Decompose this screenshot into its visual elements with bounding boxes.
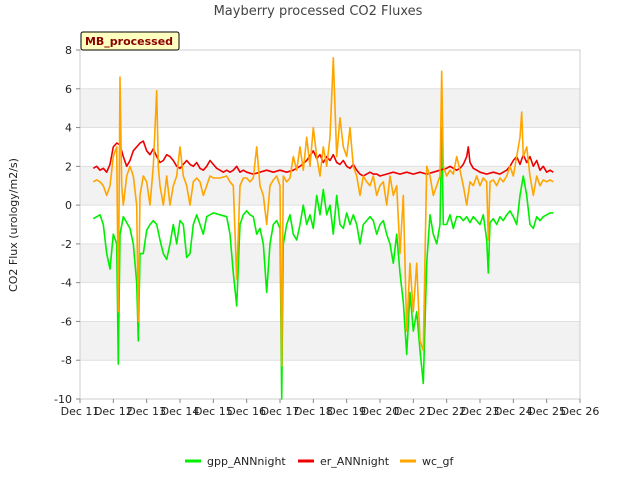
mb-processed-badge: MB_processed (80, 31, 180, 51)
legend-label: wc_gf (422, 455, 455, 468)
badge-label: MB_processed (85, 35, 173, 48)
x-tick-label: Dec 18 (294, 405, 333, 418)
y-tick-label: -8 (61, 354, 72, 367)
x-tick-label: Dec 15 (194, 405, 233, 418)
grid-band (80, 243, 580, 283)
series-line-er_ANNnight (92, 140, 554, 177)
legend: gpp_ANNnight er_ANNnight wc_gf (185, 455, 455, 468)
x-tick-label: Dec 19 (327, 405, 366, 418)
y-tick-label: -10 (54, 393, 72, 406)
series-line-gpp_ANNnight (92, 126, 554, 400)
x-tick-label: Dec 14 (161, 405, 200, 418)
x-tick-label: Dec 16 (227, 405, 266, 418)
y-tick-label: 4 (65, 122, 72, 135)
plot-area-border (79, 49, 581, 400)
y-tick-label: -2 (61, 238, 72, 251)
y-tick-label: 0 (65, 199, 72, 212)
y-axis: 8 6 4 2 0 -2 -4 -6 -8 -10 (54, 44, 80, 406)
grid-band (80, 166, 580, 206)
x-tick-label: Dec 26 (561, 405, 600, 418)
series-line-wc_gf (92, 57, 554, 367)
y-tick-label: -6 (61, 315, 72, 328)
y-tick-label: 8 (65, 44, 72, 57)
y-axis-label: CO2 Flux (urology/m2/s) (7, 158, 20, 292)
y-tick-label: 6 (65, 83, 72, 96)
x-tick-label: Dec 21 (394, 405, 433, 418)
grid-band (80, 321, 580, 361)
x-tick-label: Dec 23 (461, 405, 500, 418)
x-tick-label: Dec 13 (127, 405, 166, 418)
x-tick-label: Dec 12 (94, 405, 133, 418)
legend-label: gpp_ANNnight (207, 455, 286, 468)
x-tick-label: Dec 11 (61, 405, 100, 418)
legend-label: er_ANNnight (320, 455, 390, 468)
plot-bands (80, 49, 580, 400)
chart-title: Mayberry processed CO2 Fluxes (214, 4, 423, 19)
y-tick-label: -4 (61, 277, 72, 290)
x-tick-label: Dec 22 (427, 405, 466, 418)
x-tick-label: Dec 20 (361, 405, 400, 418)
x-tick-label: Dec 17 (261, 405, 300, 418)
x-tick-label: Dec 24 (494, 405, 533, 418)
x-tick-label: Dec 25 (527, 405, 566, 418)
series-lines (92, 57, 554, 400)
y-tick-label: 2 (65, 160, 72, 173)
badge-box (80, 31, 180, 51)
